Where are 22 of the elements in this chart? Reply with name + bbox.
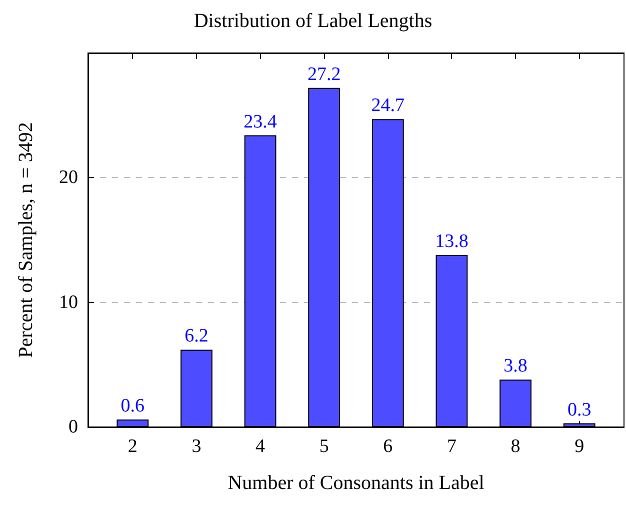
data-label: 6.2 bbox=[184, 326, 208, 347]
data-label: 23.4 bbox=[244, 111, 278, 132]
data-label: 13.8 bbox=[435, 230, 468, 252]
x-tick-label: 8 bbox=[510, 436, 520, 457]
data-label: 0.3 bbox=[567, 399, 592, 420]
x-tick-label: 6 bbox=[383, 436, 393, 457]
x-tick-label: 2 bbox=[128, 436, 138, 457]
data-label: 24.7 bbox=[371, 95, 405, 116]
x-tick-label: 3 bbox=[192, 436, 202, 457]
x-tick-label: 9 bbox=[574, 436, 584, 457]
y-tick-label: 0 bbox=[68, 416, 78, 438]
chart-title: Distribution of Label Lengths bbox=[194, 10, 432, 32]
data-label: 27.2 bbox=[307, 64, 341, 85]
data-label: 0.6 bbox=[120, 396, 145, 417]
y-tick-label: 10 bbox=[59, 292, 78, 313]
data-label: 3.8 bbox=[504, 356, 528, 377]
y-axis-title: Percent of Samples, n = 3492 bbox=[15, 122, 37, 358]
x-tick-label: 5 bbox=[319, 436, 329, 457]
x-axis-title: Number of Consonants in Label bbox=[228, 472, 485, 494]
x-tick-label: 4 bbox=[256, 436, 266, 457]
x-tick-label: 7 bbox=[446, 436, 456, 457]
y-tick-label: 20 bbox=[59, 167, 78, 188]
